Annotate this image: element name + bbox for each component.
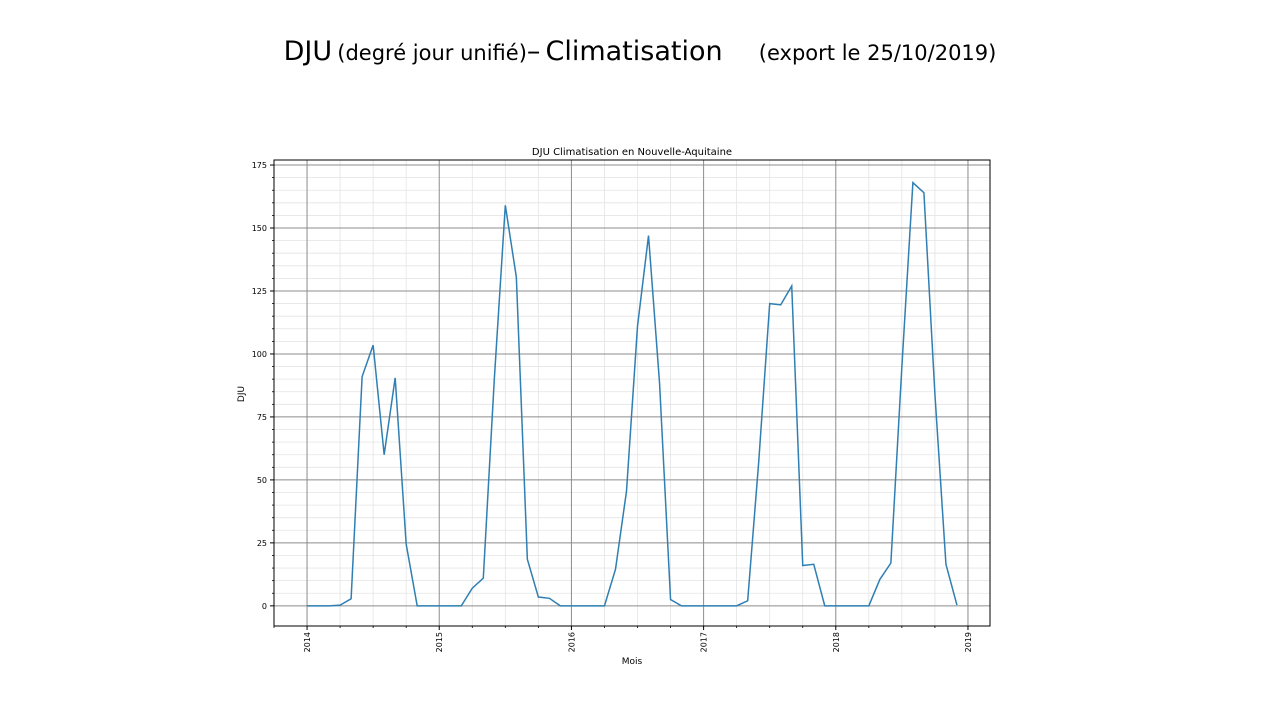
y-tick-label: 100 [252,350,267,359]
slide-title: DJU (degré jour unifié)– Climatisation (… [0,36,1280,67]
axis-ticks: 2014 2015 2016 2017 2018 2019 0 25 50 75 100 125 150… [252,161,973,652]
slide-title-topic: Climatisation [545,36,723,67]
y-tick-label: 175 [252,161,267,170]
chart-title: DJU Climatisation en Nouvelle-Aquitaine [532,147,732,158]
x-axis-label: Mois [622,657,643,667]
series-line [307,181,958,607]
y-axis-label: DJU [237,386,247,402]
y-tick-label: 0 [262,602,267,611]
slide-title-main: DJU [283,36,333,67]
slide-title-dash: – [526,36,541,67]
x-tick-label: 2019 [964,632,973,652]
y-tick-label: 125 [252,287,267,296]
y-tick-label: 150 [252,224,267,233]
x-tick-label: 2016 [567,632,576,652]
slide-title-export-date: (export le 25/10/2019) [758,41,997,65]
plot-frame [273,159,991,627]
x-tick-label: 2015 [435,632,444,652]
y-tick-label: 50 [257,476,267,485]
minor-gridlines [273,160,990,626]
y-tick-label: 75 [257,413,267,422]
x-tick-label: 2014 [303,632,312,652]
y-tick-label: 25 [257,539,267,548]
x-tick-label: 2017 [700,632,709,652]
slide-title-parenthetical: (degré jour unifié) [337,41,527,65]
major-gridlines [274,160,990,626]
x-tick-label: 2018 [832,632,841,652]
